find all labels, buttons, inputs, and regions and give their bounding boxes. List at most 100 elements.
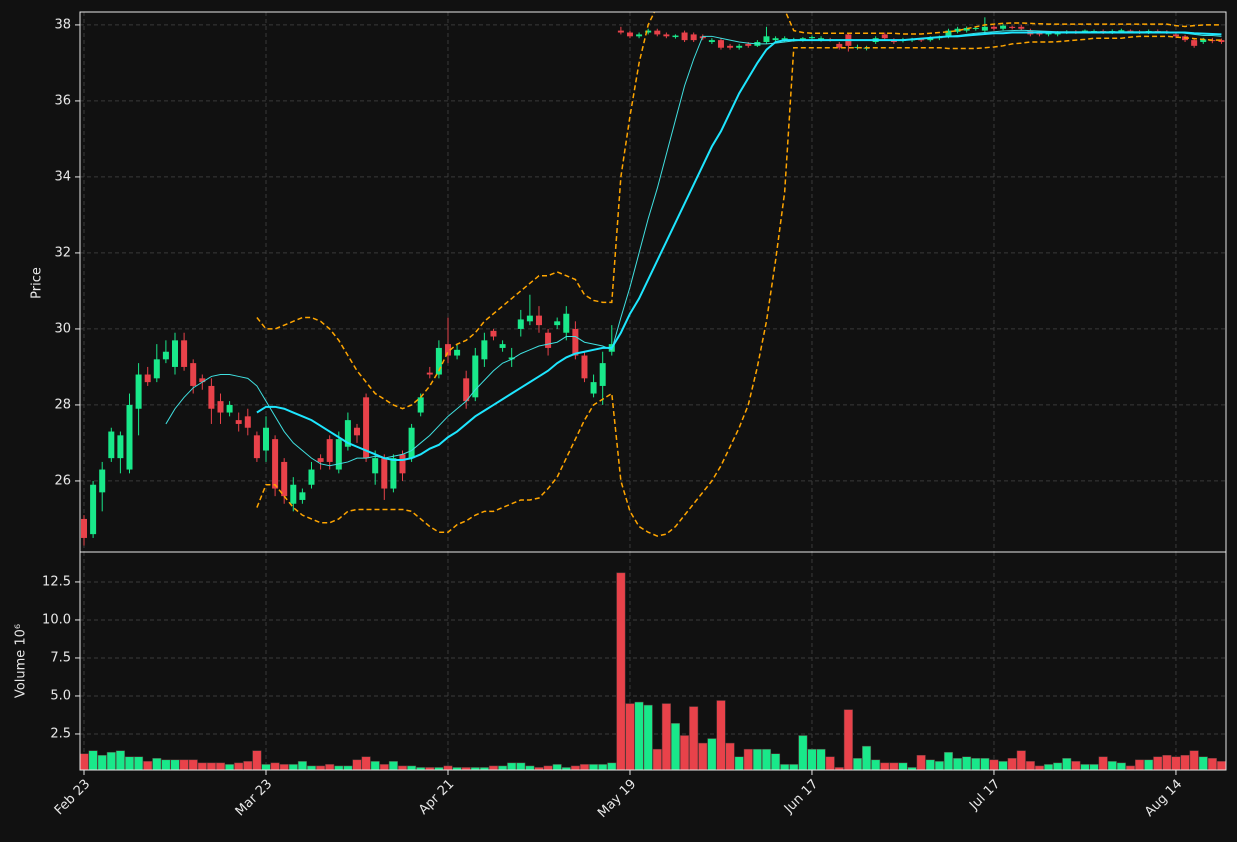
bar [297, 761, 307, 770]
bar [752, 748, 762, 770]
bar [716, 700, 726, 770]
y-tick-label: 26 [54, 473, 71, 488]
bar [925, 759, 935, 770]
bar [434, 767, 444, 770]
bar [743, 748, 753, 770]
bar [361, 756, 371, 770]
bar [852, 758, 862, 770]
bar [1189, 750, 1199, 770]
bar [661, 703, 671, 770]
bar [170, 759, 180, 770]
candle-body [481, 340, 488, 360]
candle-body [326, 439, 333, 462]
candle-body [417, 397, 424, 413]
bar [161, 759, 171, 770]
bar [771, 753, 781, 770]
volume-plot [80, 572, 1226, 770]
bar [261, 764, 271, 770]
bar [1144, 759, 1154, 770]
bar [916, 755, 926, 770]
candle-body [736, 45, 743, 48]
candle-body [963, 27, 970, 31]
candle-body [272, 439, 279, 489]
candle-body [836, 43, 843, 48]
candle-body [954, 28, 961, 32]
bar [698, 742, 708, 770]
bar [1053, 762, 1063, 770]
bar [1062, 758, 1072, 770]
candle-body [654, 30, 661, 35]
candle-body [390, 458, 397, 489]
candle-body [1000, 25, 1007, 29]
bar [1180, 755, 1190, 770]
candle-body [1009, 26, 1016, 28]
bar [707, 738, 717, 770]
candle-body [190, 363, 197, 386]
bar [989, 759, 999, 770]
bar [652, 748, 662, 770]
bar [270, 762, 280, 770]
bar [1016, 750, 1026, 770]
bar [425, 767, 435, 770]
candle-body [918, 39, 925, 41]
candle-body [308, 469, 315, 485]
candle-body [1118, 30, 1125, 32]
candle-body [636, 34, 643, 37]
candle-body [945, 30, 952, 37]
bar [798, 735, 808, 770]
bar [862, 745, 872, 770]
bar [871, 759, 881, 770]
candle-body [162, 351, 169, 360]
bar [1135, 759, 1145, 770]
candle-body [1081, 30, 1088, 32]
bar [416, 767, 426, 770]
bar [370, 761, 380, 770]
bar [488, 765, 499, 770]
bar [971, 758, 981, 770]
price-plot [81, 12, 1225, 546]
candle-body [972, 27, 979, 29]
bar [943, 751, 953, 770]
bar [561, 767, 571, 770]
bar [962, 756, 972, 770]
candle-body [881, 34, 888, 39]
bar [1216, 761, 1226, 770]
bar [570, 765, 580, 770]
bar [443, 765, 453, 770]
candle-body [645, 30, 652, 33]
bar [789, 764, 799, 770]
bar [898, 762, 908, 770]
candle-body [344, 420, 351, 447]
candle-body [508, 357, 515, 360]
bar [825, 756, 835, 770]
bar [379, 764, 389, 770]
bar [616, 572, 626, 770]
candle-body [217, 401, 224, 413]
candle-body [399, 454, 406, 474]
y-tick-label: 12.5 [42, 574, 71, 589]
candle-body [772, 38, 779, 41]
bar [689, 706, 699, 770]
y-tick-label: 34 [54, 169, 71, 184]
bar [1207, 758, 1217, 770]
candle-body [262, 427, 269, 451]
bar [215, 762, 226, 770]
candle-body [1200, 39, 1207, 43]
bar [670, 723, 681, 770]
candle-body [763, 36, 770, 43]
candle-body [690, 34, 697, 41]
y-tick-label: 10.0 [42, 612, 71, 627]
candle-body [363, 397, 370, 459]
bar [279, 764, 289, 770]
bar [725, 742, 735, 770]
bar [1044, 764, 1054, 770]
bar [843, 709, 853, 770]
y-tick-label: 7.5 [50, 650, 71, 665]
candle-body [208, 385, 215, 409]
candle-body [126, 404, 133, 470]
bar [889, 762, 899, 770]
bar [1171, 756, 1181, 770]
bar [106, 751, 116, 770]
candle-body [253, 435, 260, 459]
candle-body [490, 330, 497, 337]
